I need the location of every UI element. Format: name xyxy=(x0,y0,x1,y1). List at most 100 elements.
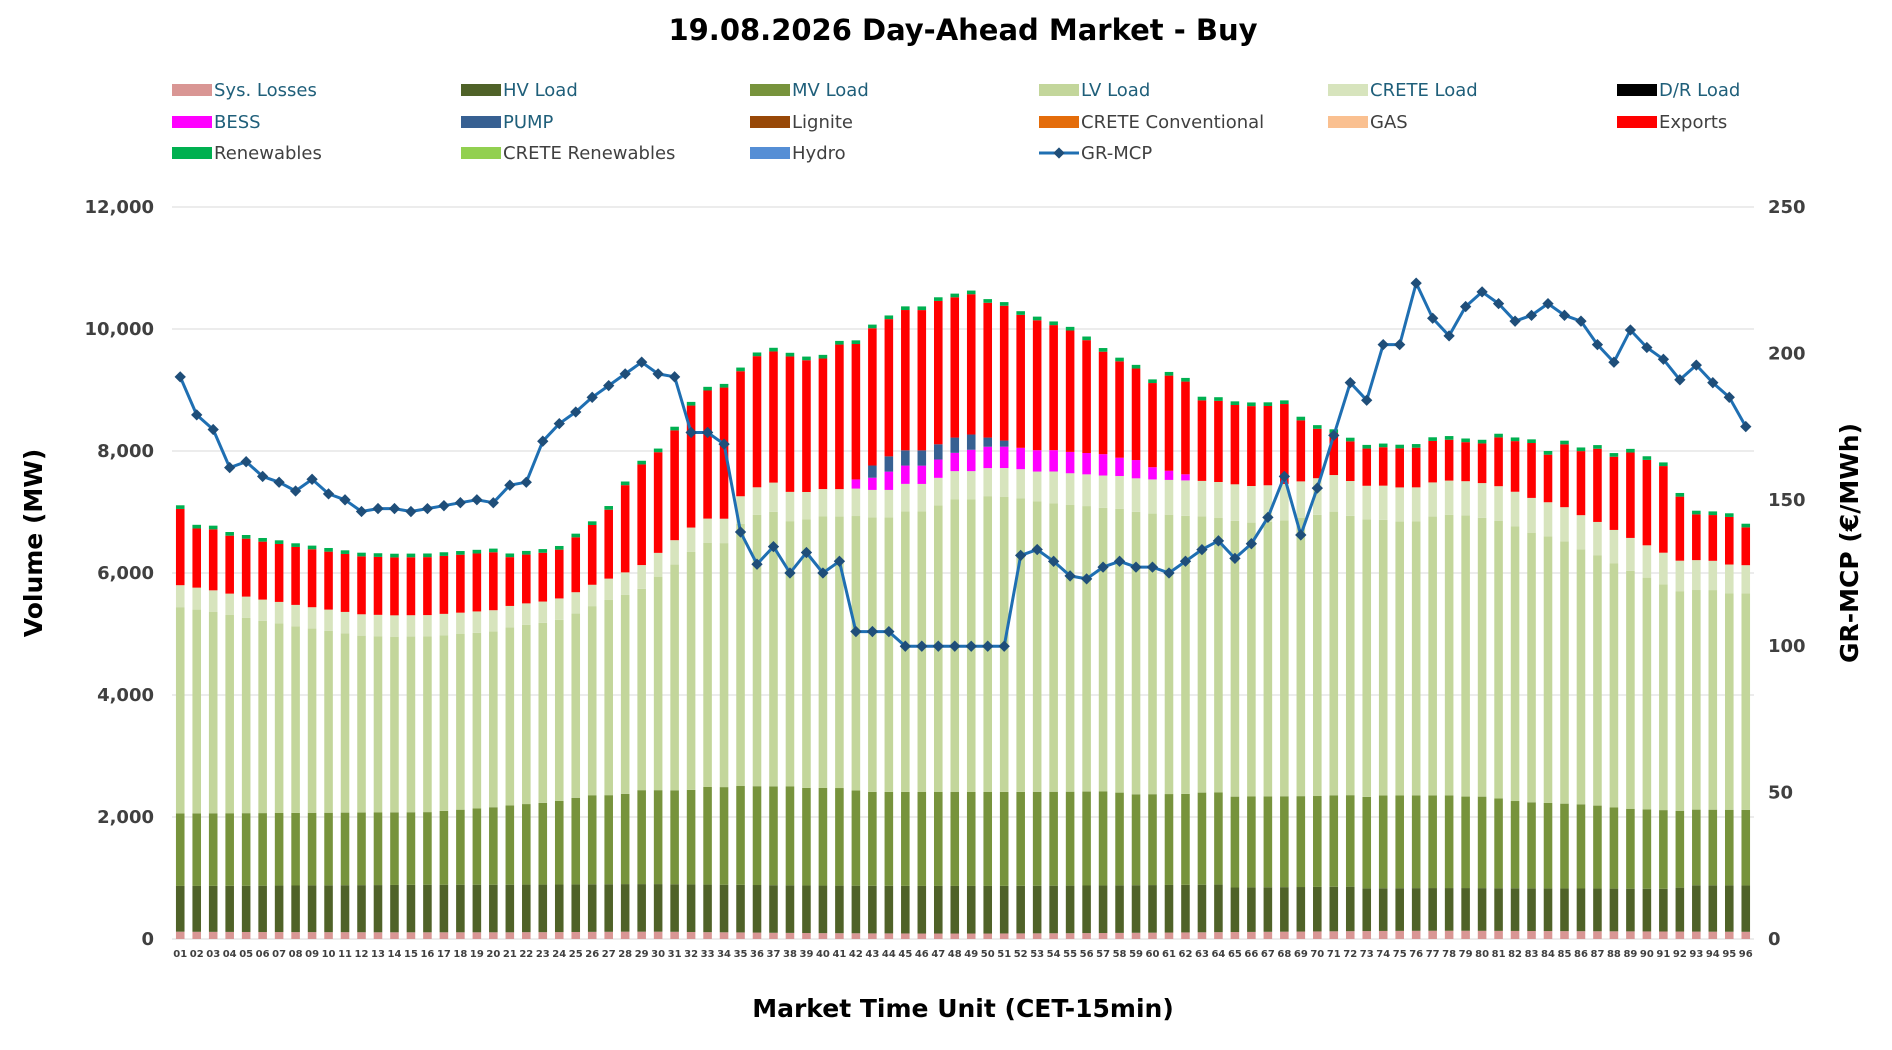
legend-label: CRETE Conventional xyxy=(1081,112,1264,133)
bar-sys-losses xyxy=(802,933,811,939)
bar-renewables xyxy=(1181,377,1190,382)
bar-sys-losses xyxy=(736,932,745,939)
bar-renewables xyxy=(1378,443,1388,448)
bar-exports xyxy=(1494,437,1503,487)
bar-mv-load xyxy=(522,804,531,885)
x-tick-label: 77 xyxy=(1426,949,1440,960)
bar-exports xyxy=(456,554,465,613)
bar-exports xyxy=(917,310,927,451)
bar-mv-load xyxy=(999,791,1009,886)
bar-pump xyxy=(933,444,943,460)
bar-exports xyxy=(390,557,399,616)
legend-label: Hydro xyxy=(792,143,846,164)
bar-mv-load xyxy=(637,790,646,885)
bar-renewables xyxy=(1362,444,1372,449)
bar-mv-load xyxy=(1428,795,1437,889)
gr-mcp-point xyxy=(932,640,944,652)
bar-lv-load xyxy=(1148,513,1157,795)
gr-mcp-point xyxy=(224,461,236,474)
bar-sys-losses xyxy=(1675,931,1685,939)
legend-item-lv-load: LV Load xyxy=(1039,80,1150,101)
bar-mv-load xyxy=(620,793,630,885)
bar-renewables xyxy=(917,306,927,311)
bar-crete-load xyxy=(1263,485,1273,522)
bar-renewables xyxy=(241,534,251,539)
bar-bess xyxy=(1032,450,1042,472)
bar-renewables xyxy=(489,548,498,553)
bar-lv-load xyxy=(719,543,729,788)
bar-sys-losses xyxy=(291,932,300,939)
bar-exports xyxy=(1230,405,1240,485)
bar-exports xyxy=(1609,456,1619,530)
bar-renewables xyxy=(1197,396,1207,401)
bar-exports xyxy=(653,452,663,553)
x-tick-label: 08 xyxy=(289,949,303,960)
gr-mcp-point xyxy=(850,625,862,638)
bar-mv-load xyxy=(587,795,597,885)
legend-swatch xyxy=(172,84,212,96)
bar-crete-load xyxy=(456,612,465,634)
bar-crete-load xyxy=(1527,497,1536,533)
legend-label: LV Load xyxy=(1081,80,1150,101)
bar-sys-losses xyxy=(423,932,432,939)
bar-lv-load xyxy=(1659,584,1668,811)
bar-exports xyxy=(505,557,515,606)
bar-hv-load xyxy=(1280,887,1289,932)
bar-renewables xyxy=(719,383,729,388)
bar-hv-load xyxy=(1395,888,1404,931)
gr-mcp-point xyxy=(1311,482,1323,494)
bar-crete-load xyxy=(1345,481,1355,516)
bar-hv-load xyxy=(241,885,251,932)
bar-renewables xyxy=(653,448,663,453)
bar-sys-losses xyxy=(307,932,317,939)
bar-mv-load xyxy=(1362,796,1372,889)
bar-lv-load xyxy=(1395,521,1404,796)
bar-sys-losses xyxy=(522,932,531,939)
bar-hv-load xyxy=(1197,884,1207,933)
bar-crete-load xyxy=(966,471,976,500)
bar-crete-load xyxy=(703,518,712,543)
gr-mcp-point xyxy=(866,625,879,638)
bar-sys-losses xyxy=(637,931,646,939)
bar-sys-losses xyxy=(1461,930,1470,939)
bar-hv-load xyxy=(472,884,482,933)
bar-mv-load xyxy=(307,812,317,886)
bar-sys-losses xyxy=(505,932,515,939)
bar-pump xyxy=(917,450,927,466)
x-tick-label: 22 xyxy=(519,949,533,960)
bar-hv-load xyxy=(1313,886,1322,932)
x-tick-label: 38 xyxy=(783,949,797,960)
bar-hv-load xyxy=(175,885,185,932)
x-tick-label: 28 xyxy=(618,949,632,960)
x-tick-label: 57 xyxy=(1096,949,1110,960)
bar-renewables xyxy=(175,505,185,509)
bar-renewables xyxy=(1395,444,1404,449)
bar-hv-load xyxy=(1049,885,1058,934)
x-tick-label: 59 xyxy=(1129,949,1143,960)
bar-sys-losses xyxy=(1230,932,1240,939)
bar-mv-load xyxy=(1741,809,1751,886)
bar-lv-load xyxy=(1708,590,1718,810)
bar-lv-load xyxy=(1724,593,1734,810)
bar-mv-load xyxy=(884,791,894,886)
bar-renewables xyxy=(703,386,712,391)
legend-label: Exports xyxy=(1659,112,1727,133)
bar-renewables xyxy=(1214,397,1223,401)
bar-mv-load xyxy=(258,813,267,886)
bar-hv-load xyxy=(1576,888,1586,932)
bar-mv-load xyxy=(851,790,861,886)
bar-hv-load xyxy=(1032,885,1042,934)
bar-hv-load xyxy=(291,885,300,933)
bar-hv-load xyxy=(505,884,515,933)
bar-hv-load xyxy=(1082,885,1091,934)
bar-crete-load xyxy=(868,489,877,518)
bar-sys-losses xyxy=(1197,932,1207,939)
x-tick-label: 18 xyxy=(453,949,467,960)
bar-lv-load xyxy=(736,523,745,787)
bar-lv-load xyxy=(785,521,795,787)
bar-renewables xyxy=(208,525,218,530)
bar-hv-load xyxy=(1263,887,1273,932)
bar-sys-losses xyxy=(620,931,630,939)
bar-exports xyxy=(802,360,811,492)
bar-lv-load xyxy=(291,626,300,813)
